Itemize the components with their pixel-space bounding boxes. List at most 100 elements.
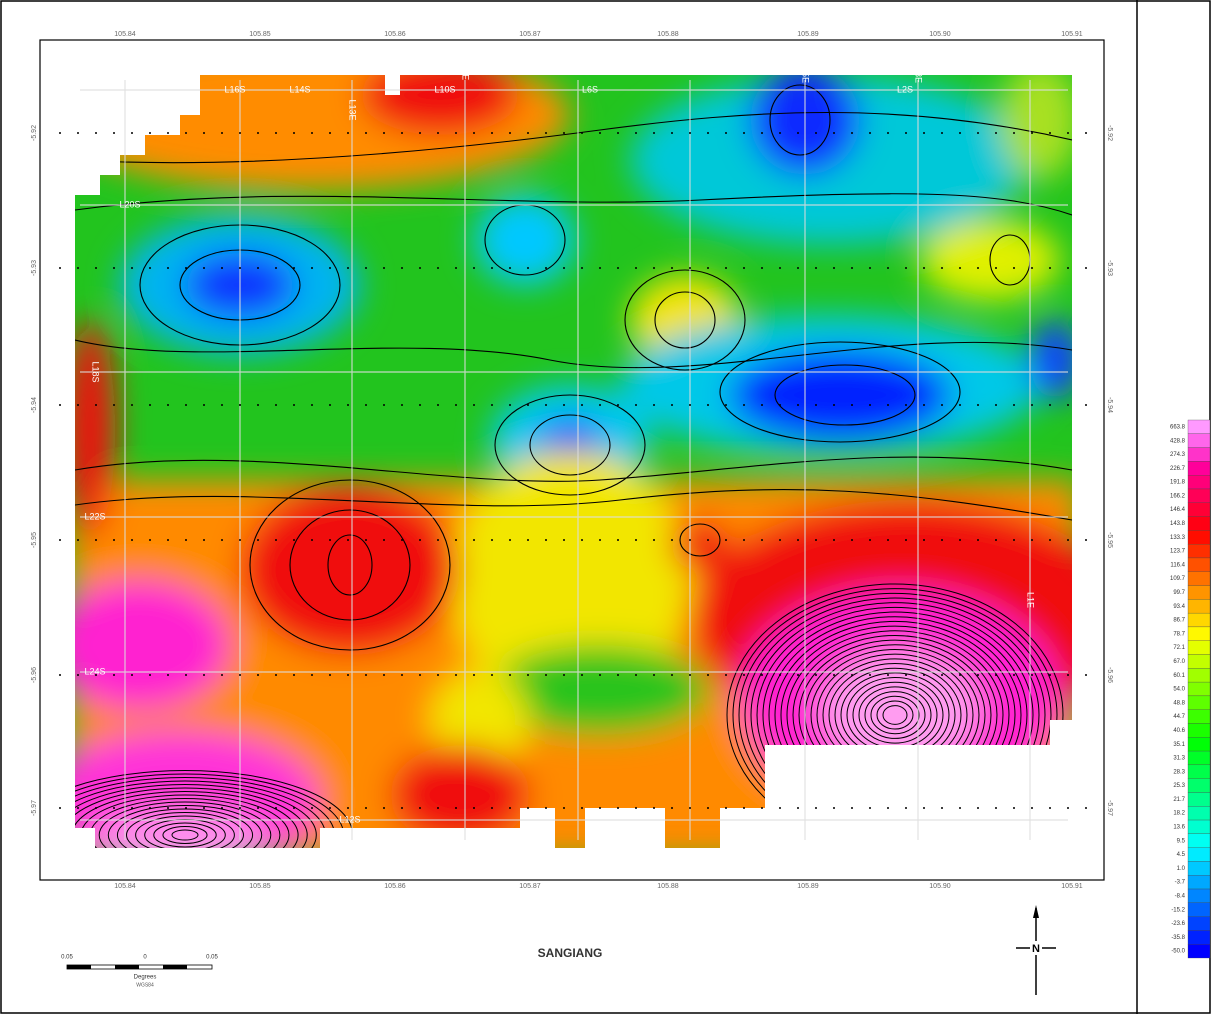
graticule-dot: [851, 674, 853, 676]
graticule-dot: [599, 674, 601, 676]
graticule-dot: [977, 404, 979, 406]
graticule-dot: [1049, 539, 1051, 541]
graticule-dot: [527, 674, 529, 676]
legend-label: 99.7: [1173, 590, 1185, 596]
y-tick-label: -5.93: [31, 260, 38, 276]
graticule-dot: [347, 807, 349, 809]
graticule-dot: [959, 404, 961, 406]
legend-label: 109.7: [1170, 576, 1186, 582]
graticule-dot: [689, 539, 691, 541]
graticule-dot: [131, 267, 133, 269]
graticule-dot: [941, 132, 943, 134]
graticule-dot: [203, 132, 205, 134]
contour-line: [116, 808, 254, 848]
legend-label: 67.0: [1173, 659, 1185, 665]
graticule-dot: [833, 807, 835, 809]
graticule-dot: [509, 674, 511, 676]
graticule-dot: [959, 674, 961, 676]
legend-label: -15.2: [1171, 907, 1185, 913]
graticule-dot: [707, 404, 709, 406]
graticule-dot: [527, 539, 529, 541]
survey-lines: [80, 80, 1068, 840]
graticule-dot: [455, 674, 457, 676]
y-tick-label: -5.92: [31, 125, 38, 141]
legend-swatch: [1187, 516, 1211, 531]
graticule-dot: [509, 132, 511, 134]
x-tick-label: 105.89: [797, 31, 819, 38]
graticule-dot: [203, 807, 205, 809]
graticule-dot: [491, 132, 493, 134]
graticule-dot: [833, 132, 835, 134]
graticule-dot: [851, 539, 853, 541]
x-tick-label: 105.88: [657, 883, 679, 890]
graticule-dot: [851, 404, 853, 406]
contour-line: [98, 801, 272, 848]
graticule-dot: [167, 539, 169, 541]
graticule-dot: [239, 404, 241, 406]
graticule-dot: [509, 404, 511, 406]
graticule-dot: [203, 267, 205, 269]
graticule-dot: [149, 807, 151, 809]
graticule-dot: [1031, 404, 1033, 406]
graticule-dot: [635, 404, 637, 406]
graticule-dot: [743, 132, 745, 134]
legend-label: 663.8: [1170, 424, 1186, 430]
graticule-dot: [419, 267, 421, 269]
graticule-dot: [1067, 267, 1069, 269]
graticule-dot: [257, 539, 259, 541]
graticule-dot: [977, 674, 979, 676]
graticule-dot: [833, 404, 835, 406]
graticule-dot: [383, 807, 385, 809]
graticule-dot: [149, 674, 151, 676]
graticule-dot: [779, 539, 781, 541]
legend-swatch: [1187, 930, 1211, 945]
legend-label: 116.4: [1170, 562, 1185, 568]
graticule-dot: [725, 132, 727, 134]
graticule-dot: [635, 674, 637, 676]
graticule-dot: [869, 539, 871, 541]
graticule-dot: [77, 132, 79, 134]
graticule-dot: [797, 404, 799, 406]
graticule-dot: [653, 267, 655, 269]
graticule-dot: [455, 267, 457, 269]
graticule-dot: [869, 807, 871, 809]
graticule-dot: [401, 404, 403, 406]
contour-line: [162, 826, 208, 844]
graticule-dot: [95, 674, 97, 676]
graticule-dot: [185, 404, 187, 406]
graticule-dot: [527, 267, 529, 269]
legend-swatch: [1187, 571, 1211, 586]
x-tick-label: 105.87: [519, 31, 541, 38]
graticule-dot: [491, 539, 493, 541]
graticule-dot: [131, 539, 133, 541]
graticule-dot: [959, 807, 961, 809]
graticule-dot: [941, 539, 943, 541]
graticule-dot: [671, 267, 673, 269]
legend-label: 274.3: [1170, 452, 1186, 458]
contour-line: [870, 695, 920, 735]
legend-swatch: [1187, 916, 1211, 931]
graticule-dot: [59, 132, 61, 134]
graticule-dot: [1013, 539, 1015, 541]
legend-label: 93.4: [1173, 604, 1185, 610]
graticule-dot: [59, 674, 61, 676]
graticule-dot: [455, 132, 457, 134]
graticule-dot: [1085, 539, 1087, 541]
graticule-dot: [203, 674, 205, 676]
graticule-dot: [257, 674, 259, 676]
legend-swatch: [1187, 847, 1211, 862]
legend-label: 78.7: [1173, 631, 1185, 637]
graticule-dot: [509, 807, 511, 809]
graticule-dot: [851, 267, 853, 269]
x-tick-label: 105.87: [519, 883, 541, 890]
graticule-dot: [617, 807, 619, 809]
graticule-dot: [437, 807, 439, 809]
graticule-dot: [851, 132, 853, 134]
legend-label: 72.1: [1173, 645, 1185, 651]
line-label: L20S: [119, 199, 140, 209]
graticule-dot: [707, 674, 709, 676]
graticule-dot: [617, 404, 619, 406]
graticule-dot: [617, 267, 619, 269]
north-label: N: [1032, 943, 1040, 955]
graticule-dot: [779, 674, 781, 676]
